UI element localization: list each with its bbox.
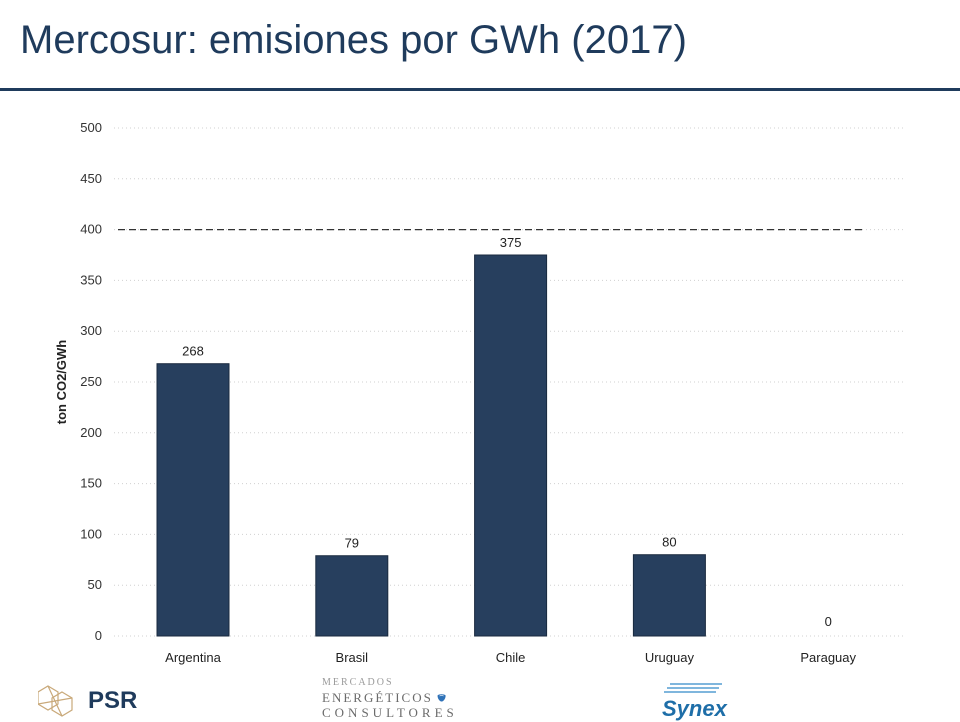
psr-logo-text: PSR [88, 687, 138, 714]
footer-logos: PSR MERCADOS ENERGÉTICOS CONSULTORES Syn… [0, 672, 960, 722]
emissions-bar-chart: 0 50 100 150 200 250 300 350 400 450 500 ton CO2/GW… [54, 120, 904, 665]
x-tick-label: Argentina [165, 650, 221, 665]
bar [474, 254, 548, 637]
bar [315, 555, 389, 637]
y-tick-label: 350 [80, 272, 102, 287]
data-label: 80 [662, 535, 676, 550]
y-axis-label: ton CO2/GWh [54, 340, 69, 425]
y-tick-label: 400 [80, 222, 102, 237]
y-tick-label: 50 [88, 577, 102, 592]
bar [156, 363, 230, 637]
data-label: 375 [500, 235, 522, 250]
mec-logo-top: MERCADOS [322, 677, 394, 688]
data-label: 0 [825, 614, 832, 629]
synex-stripes-icon [664, 683, 722, 693]
page-title: Mercosur: emisiones por GWh (2017) [20, 18, 687, 62]
psr-logo: PSR [38, 684, 137, 718]
title-divider [0, 88, 960, 91]
y-tick-label: 150 [80, 476, 102, 491]
mercados-energeticos-logo: MERCADOS ENERGÉTICOS CONSULTORES [322, 676, 458, 720]
y-tick-label: 250 [80, 374, 102, 389]
y-tick-label: 0 [95, 628, 102, 643]
hexagon-network-icon [38, 685, 73, 717]
data-label: 79 [345, 536, 359, 551]
data-label: 268 [182, 344, 204, 359]
y-tick-label: 200 [80, 425, 102, 440]
x-tick-label: Uruguay [645, 650, 695, 665]
mec-logo-middle: ENERGÉTICOS [322, 690, 433, 705]
bar [632, 554, 706, 637]
synex-logo-text: Synex [662, 696, 727, 721]
y-tick-label: 100 [80, 526, 102, 541]
mec-logo-bottom: CONSULTORES [322, 705, 458, 720]
y-tick-label: 450 [80, 171, 102, 186]
y-tick-label: 300 [80, 323, 102, 338]
x-tick-label: Brasil [336, 650, 369, 665]
blue-drop-icon [437, 694, 446, 702]
x-tick-label: Paraguay [800, 650, 856, 665]
y-tick-label: 500 [80, 120, 102, 135]
x-tick-label: Chile [496, 650, 526, 665]
synex-logo: Synex [662, 682, 727, 722]
